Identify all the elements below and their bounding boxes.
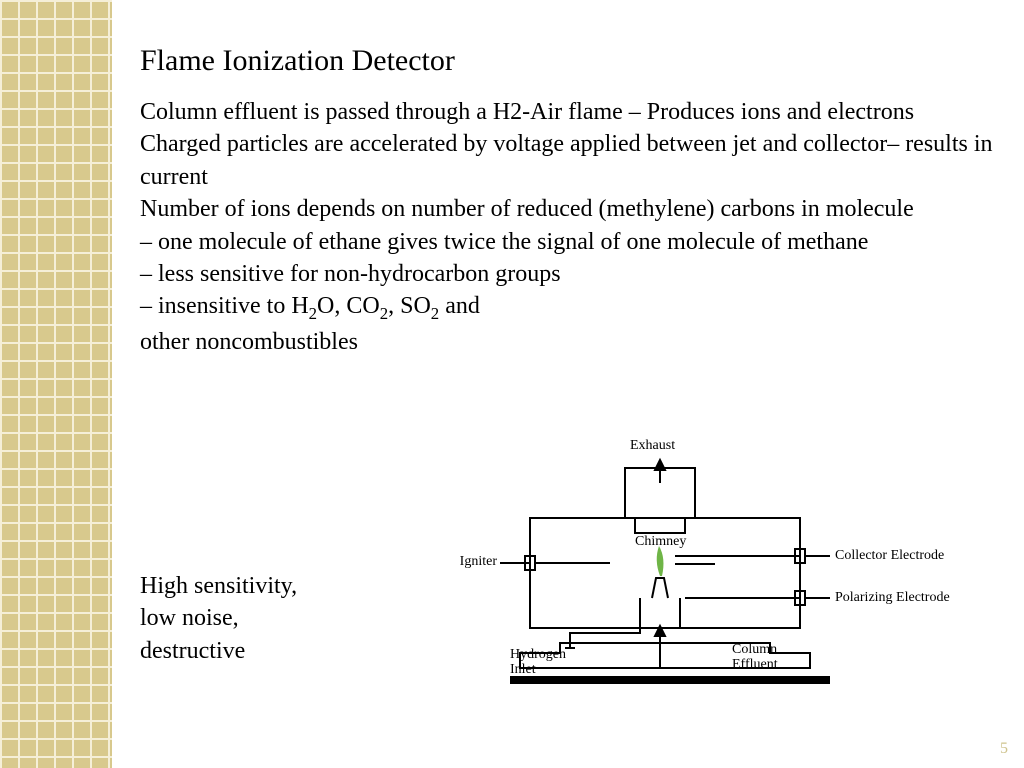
label-chimney: Chimney xyxy=(635,534,686,550)
ins-mid2: , SO xyxy=(388,293,431,319)
label-polarizing-electrode: Polarizing Electrode xyxy=(835,590,950,606)
label-collector-electrode: Collector Electrode xyxy=(835,548,944,564)
summary-l1: High sensitivity, xyxy=(140,570,297,602)
para-2: Charged particles are accelerated by vol… xyxy=(140,128,994,193)
para-other: other noncombustibles xyxy=(140,326,994,358)
para-5: – less sensitive for non-hydrocarbon gro… xyxy=(140,258,994,290)
para-insensitive: – insensitive to H2O, CO2, SO2 and xyxy=(140,290,994,325)
ins-suffix: and xyxy=(439,293,480,319)
summary-l2: low noise, xyxy=(140,602,297,634)
ins-mid1: O, CO xyxy=(317,293,380,319)
sub-2b: 2 xyxy=(380,304,388,323)
para-1: Column effluent is passed through a H2-A… xyxy=(140,96,994,128)
label-column-effluent: ColumnEffluent xyxy=(732,643,778,672)
label-igniter: Igniter xyxy=(452,554,497,570)
summary-block: High sensitivity, low noise, destructive xyxy=(140,570,297,667)
label-hydrogen-inlet: HydrogenInlet xyxy=(510,648,566,677)
slide-content: Flame Ionization Detector Column effluen… xyxy=(140,44,994,358)
fid-diagram: Exhaust Chimney Igniter HydrogenInlet Co… xyxy=(470,438,990,718)
para-3: Number of ions depends on number of redu… xyxy=(140,193,994,225)
summary-l3: destructive xyxy=(140,635,297,667)
ins-prefix: – insensitive to H xyxy=(140,293,309,319)
label-exhaust: Exhaust xyxy=(630,438,675,454)
page-number: 5 xyxy=(1000,740,1008,758)
para-4: – one molecule of ethane gives twice the… xyxy=(140,226,994,258)
sub-2c: 2 xyxy=(431,304,439,323)
slide-title: Flame Ionization Detector xyxy=(140,44,994,78)
body-text: Column effluent is passed through a H2-A… xyxy=(140,96,994,358)
sub-2a: 2 xyxy=(309,304,317,323)
decorative-border xyxy=(0,0,112,768)
